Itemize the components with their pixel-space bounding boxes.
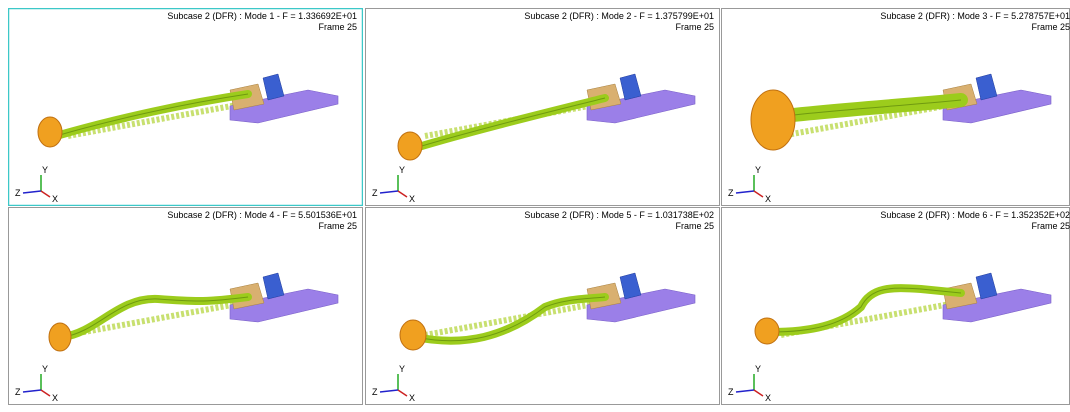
mode-title: Subcase 2 (DFR) : Mode 6 - F = 1.352352E… [880,210,1070,220]
disc [398,132,422,160]
axis-label: Z [728,387,734,397]
axis-label: Z [372,387,378,397]
viewport[interactable]: Y Z X Subcase 2 (DFR) : Mode 5 - F = 1.0317… [366,208,720,405]
mode-title: Subcase 2 (DFR) : Mode 4 - F = 5.501536E… [167,210,357,220]
axis-label: Z [15,188,21,198]
frame-label: Frame 25 [675,221,714,231]
viewer: Y Z X Subcase 2 (DFR) : Mode 1 - F = 1.3366… [0,0,1070,407]
axis-label: Z [15,387,21,397]
axis-label: X [52,194,58,204]
mode-title: Subcase 2 (DFR) : Mode 5 - F = 1.031738E… [524,210,714,220]
viewport[interactable]: Y Z X Subcase 2 (DFR) : Mode 2 - F = 1.3757… [366,9,720,206]
frame-label: Frame 25 [1031,22,1070,32]
frame-label: Frame 25 [318,22,357,32]
frame-label: Frame 25 [1031,221,1070,231]
disc [400,320,426,350]
disc [38,117,62,147]
axis-label: Y [399,364,405,374]
disc [49,323,71,351]
viewport[interactable]: Y Z X Subcase 2 (DFR) : Mode 1 - F = 1.3366… [9,9,363,206]
axis-label: Z [372,188,378,198]
viewport[interactable]: Y Z X Subcase 2 (DFR) : Mode 3 - F = 5.2787… [722,9,1070,206]
axis-label: Y [755,364,761,374]
axis-label: Y [399,165,405,175]
axis-label: Y [755,165,761,175]
viewport[interactable]: Y Z X Subcase 2 (DFR) : Mode 4 - F = 5.5015… [9,208,363,405]
mode-title: Subcase 2 (DFR) : Mode 2 - F = 1.375799E… [524,11,714,21]
axis-label: X [409,194,415,204]
viewport[interactable]: Y Z X Subcase 2 (DFR) : Mode 6 - F = 1.3523… [722,208,1070,405]
axis-label: Y [42,165,48,175]
axis-label: Y [42,364,48,374]
disc [755,318,779,344]
disc [751,90,795,150]
mode-title: Subcase 2 (DFR) : Mode 3 - F = 5.278757E… [880,11,1070,21]
axis-label: Z [728,188,734,198]
frame-label: Frame 25 [318,221,357,231]
axis-label: X [765,194,771,204]
axis-label: X [52,393,58,403]
axis-label: X [409,393,415,403]
frame-label: Frame 25 [675,22,714,32]
mode-title: Subcase 2 (DFR) : Mode 1 - F = 1.336692E… [167,11,357,21]
axis-label: X [765,393,771,403]
